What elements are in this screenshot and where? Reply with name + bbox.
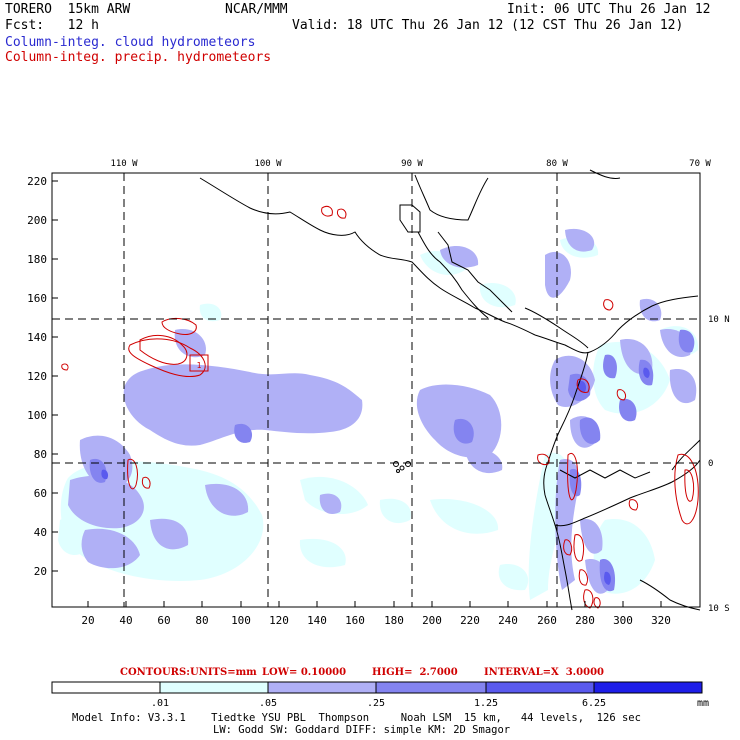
model-title: TORERO 15km ARW — [5, 2, 131, 17]
y-tick-label: 200 — [27, 214, 47, 227]
x-tick-label: 260 — [537, 614, 557, 627]
y-tick-label: 140 — [27, 331, 47, 344]
x-axis-ticks — [87, 601, 662, 607]
colorbar-label: .01 — [151, 698, 169, 709]
x-tick-label: 60 — [157, 614, 170, 627]
contour-caption-units: UNITS=mm — [190, 667, 257, 678]
forecast-hour: Fcst: 12 h — [5, 18, 99, 33]
lon-label-70w: 70 W — [689, 159, 711, 169]
colorbar-label: .25 — [367, 698, 385, 709]
y-tick-label: 40 — [34, 526, 47, 539]
latlon-grid — [52, 173, 700, 607]
cloud-shading-peak — [101, 367, 650, 585]
y-tick-label: 80 — [34, 448, 47, 461]
x-tick-label: 120 — [269, 614, 289, 627]
contour-caption-interval: INTERVAL=X 3.0000 — [484, 667, 604, 678]
valid-time: Valid: 18 UTC Thu 26 Jan 12 (12 CST Thu … — [292, 18, 684, 33]
y-axis-ticks — [52, 180, 58, 572]
lon-label-110w: 110 W — [110, 159, 138, 169]
cloud-shading-mid — [68, 228, 697, 594]
cloud-shading-strong — [89, 329, 695, 592]
organization: NCAR/MMM — [225, 2, 288, 17]
lon-label-90w: 90 W — [401, 159, 423, 169]
x-tick-label: 180 — [384, 614, 404, 627]
contour-caption-high: HIGH= 2.7000 — [372, 667, 458, 678]
x-tick-label: 80 — [195, 614, 208, 627]
galapagos-islands — [393, 461, 411, 473]
lon-label-80w: 80 W — [546, 159, 568, 169]
model-info-line1: Model Info: V3.3.1 Tiedtke YSU PBL Thomp… — [72, 712, 641, 724]
init-time: Init: 06 UTC Thu 26 Jan 12 — [507, 2, 711, 17]
y-tick-label: 60 — [34, 487, 47, 500]
cloud-field-title: Column-integ. cloud hydrometeors — [5, 35, 256, 50]
x-tick-label: 140 — [307, 614, 327, 627]
x-tick-label: 100 — [231, 614, 251, 627]
y-tick-label: 100 — [27, 409, 47, 422]
x-tick-label: 320 — [651, 614, 671, 627]
x-tick-label: 160 — [345, 614, 365, 627]
coastlines — [199, 169, 701, 611]
y-tick-label: 160 — [27, 292, 47, 305]
y-tick-label: 180 — [27, 253, 47, 266]
x-tick-label: 200 — [422, 614, 442, 627]
y-tick-label: 220 — [27, 175, 47, 188]
lat-label-10n: 10 N — [708, 315, 730, 325]
precip-contours — [61, 205, 699, 609]
contour-caption-prefix: CONTOURS: — [120, 667, 190, 678]
map-frame — [51, 172, 701, 608]
colorbar-label: .05 — [259, 698, 277, 709]
lat-label-10s: 10 S — [708, 604, 730, 614]
colorbar — [51, 681, 703, 694]
colorbar-unit: mm — [697, 698, 709, 709]
x-tick-label: 220 — [460, 614, 480, 627]
contour-value-label: 1 — [197, 361, 202, 370]
x-tick-label: 40 — [119, 614, 132, 627]
model-info-line2: LW: Godd SW: Goddard DIFF: simple KM: 2D… — [213, 724, 511, 736]
precip-field-title: Column-integ. precip. hydrometeors — [5, 50, 272, 65]
x-tick-label: 20 — [81, 614, 94, 627]
colorbar-label: 1.25 — [474, 698, 498, 709]
x-tick-label: 280 — [575, 614, 595, 627]
y-tick-label: 120 — [27, 370, 47, 383]
x-tick-label: 300 — [613, 614, 633, 627]
colorbar-label: 6.25 — [582, 698, 606, 709]
y-tick-label: 20 — [34, 565, 47, 578]
x-tick-label: 240 — [498, 614, 518, 627]
lat-label-0: 0 — [708, 459, 713, 469]
lon-label-100w: 100 W — [254, 159, 282, 169]
contour-caption-low: LOW= 0.10000 — [262, 667, 347, 678]
